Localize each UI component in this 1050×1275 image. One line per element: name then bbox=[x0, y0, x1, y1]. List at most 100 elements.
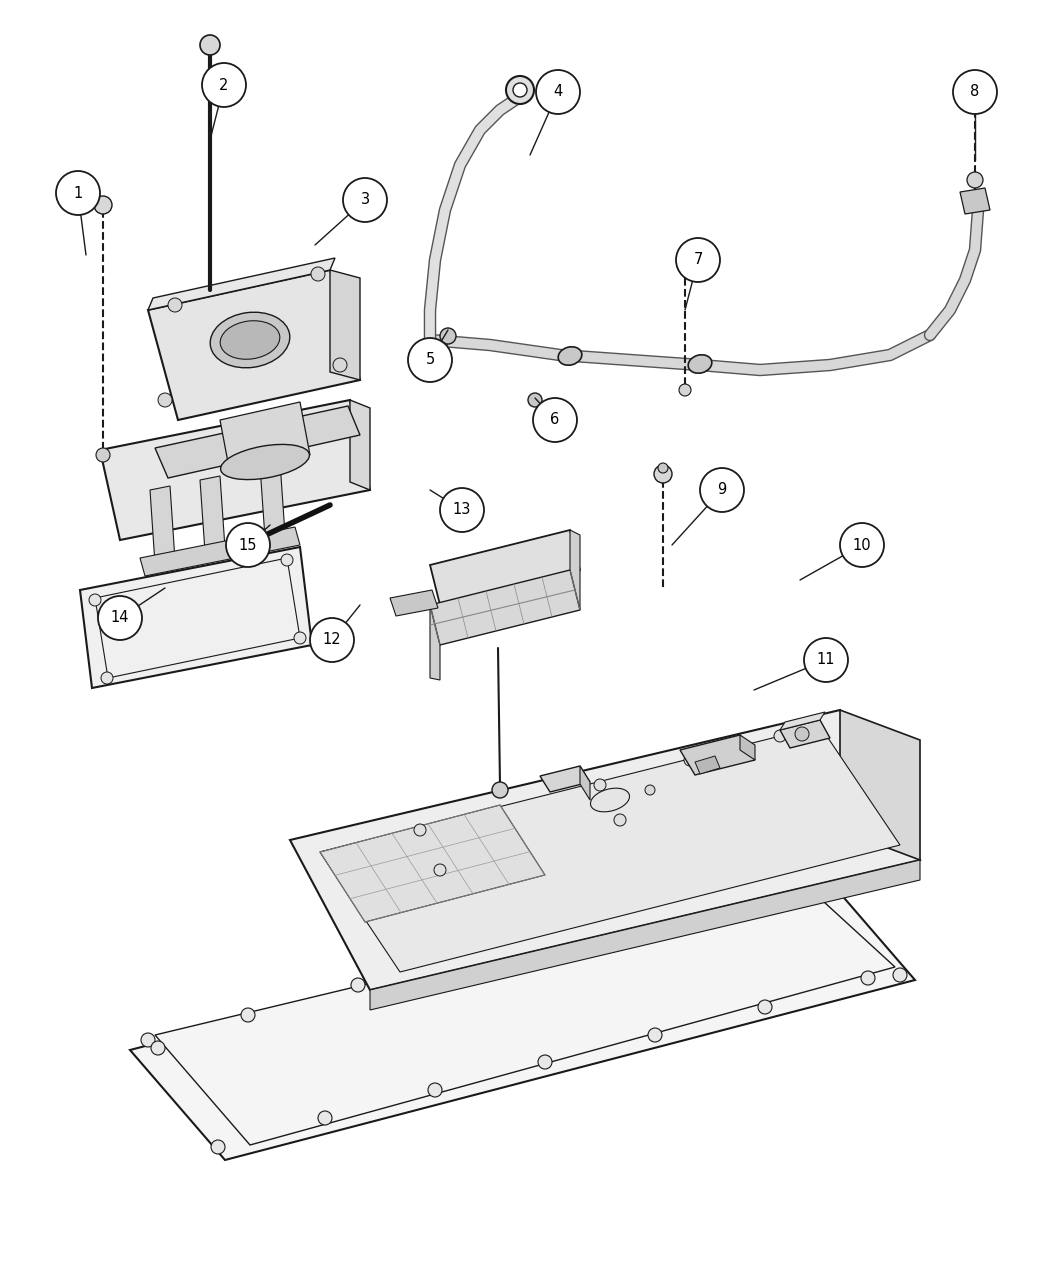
Circle shape bbox=[428, 1082, 442, 1096]
Polygon shape bbox=[540, 766, 590, 792]
Polygon shape bbox=[290, 710, 920, 989]
Circle shape bbox=[658, 463, 668, 473]
Circle shape bbox=[533, 398, 578, 442]
Circle shape bbox=[681, 898, 695, 912]
Circle shape bbox=[840, 523, 884, 567]
Polygon shape bbox=[155, 880, 895, 1145]
Circle shape bbox=[528, 393, 542, 407]
Circle shape bbox=[967, 172, 983, 187]
Circle shape bbox=[151, 1040, 165, 1054]
Circle shape bbox=[242, 1009, 255, 1023]
Circle shape bbox=[294, 632, 306, 644]
Polygon shape bbox=[390, 590, 438, 616]
Circle shape bbox=[89, 594, 101, 606]
Polygon shape bbox=[840, 710, 920, 861]
Polygon shape bbox=[430, 606, 440, 680]
Circle shape bbox=[226, 523, 270, 567]
Circle shape bbox=[571, 924, 585, 938]
Circle shape bbox=[791, 870, 805, 884]
Circle shape bbox=[202, 62, 246, 107]
Circle shape bbox=[648, 1028, 662, 1042]
Circle shape bbox=[56, 171, 100, 215]
Polygon shape bbox=[220, 402, 310, 473]
Text: 7: 7 bbox=[693, 252, 702, 268]
Text: 4: 4 bbox=[553, 84, 563, 99]
Text: 8: 8 bbox=[970, 84, 980, 99]
Circle shape bbox=[861, 972, 875, 986]
Ellipse shape bbox=[220, 445, 310, 479]
Polygon shape bbox=[350, 400, 370, 490]
Text: 11: 11 bbox=[817, 653, 835, 668]
Polygon shape bbox=[148, 270, 360, 419]
Circle shape bbox=[492, 782, 508, 798]
Circle shape bbox=[311, 266, 326, 280]
Circle shape bbox=[141, 1033, 155, 1047]
Text: 13: 13 bbox=[453, 502, 471, 518]
Polygon shape bbox=[570, 530, 580, 609]
Circle shape bbox=[343, 179, 387, 222]
Polygon shape bbox=[370, 861, 920, 1010]
Text: 12: 12 bbox=[322, 632, 341, 648]
Text: 5: 5 bbox=[425, 352, 435, 367]
Circle shape bbox=[774, 731, 786, 742]
Circle shape bbox=[676, 238, 720, 282]
Circle shape bbox=[158, 393, 172, 407]
Circle shape bbox=[440, 328, 456, 344]
Ellipse shape bbox=[210, 312, 290, 367]
Ellipse shape bbox=[220, 321, 280, 360]
Text: 6: 6 bbox=[550, 413, 560, 427]
Circle shape bbox=[281, 555, 293, 566]
Circle shape bbox=[408, 338, 452, 382]
Circle shape bbox=[968, 73, 982, 87]
Circle shape bbox=[434, 864, 446, 876]
Polygon shape bbox=[140, 527, 300, 576]
Circle shape bbox=[684, 754, 696, 766]
Polygon shape bbox=[320, 725, 900, 972]
Polygon shape bbox=[960, 187, 990, 214]
Ellipse shape bbox=[590, 788, 630, 812]
Circle shape bbox=[953, 70, 997, 113]
Circle shape bbox=[318, 1111, 332, 1125]
Text: 2: 2 bbox=[219, 78, 229, 93]
Polygon shape bbox=[94, 558, 300, 678]
Text: 1: 1 bbox=[74, 185, 83, 200]
Text: 14: 14 bbox=[110, 611, 129, 626]
Circle shape bbox=[892, 968, 907, 982]
Polygon shape bbox=[320, 805, 545, 922]
Circle shape bbox=[614, 813, 626, 826]
Polygon shape bbox=[780, 711, 825, 731]
Text: 9: 9 bbox=[717, 482, 727, 497]
Circle shape bbox=[168, 298, 182, 312]
Polygon shape bbox=[330, 270, 360, 380]
Polygon shape bbox=[100, 400, 370, 541]
Circle shape bbox=[211, 1140, 225, 1154]
Polygon shape bbox=[148, 258, 335, 310]
Circle shape bbox=[461, 952, 475, 966]
Circle shape bbox=[804, 638, 848, 682]
Ellipse shape bbox=[559, 347, 582, 365]
Circle shape bbox=[94, 196, 112, 214]
Circle shape bbox=[536, 70, 580, 113]
Polygon shape bbox=[695, 756, 720, 774]
Circle shape bbox=[506, 76, 534, 105]
Circle shape bbox=[795, 727, 808, 741]
Circle shape bbox=[758, 1000, 772, 1014]
Polygon shape bbox=[680, 734, 755, 775]
Polygon shape bbox=[155, 405, 360, 478]
Circle shape bbox=[96, 448, 110, 462]
Polygon shape bbox=[430, 570, 580, 645]
Polygon shape bbox=[150, 486, 175, 564]
Circle shape bbox=[200, 34, 220, 55]
Polygon shape bbox=[130, 870, 915, 1160]
Circle shape bbox=[101, 672, 113, 683]
Circle shape bbox=[513, 83, 527, 97]
Polygon shape bbox=[780, 720, 830, 748]
Polygon shape bbox=[430, 530, 580, 606]
Circle shape bbox=[645, 785, 655, 796]
Text: 3: 3 bbox=[360, 193, 370, 208]
Ellipse shape bbox=[688, 354, 712, 374]
Polygon shape bbox=[740, 734, 755, 760]
Circle shape bbox=[679, 384, 691, 397]
Circle shape bbox=[594, 779, 606, 790]
Text: 10: 10 bbox=[853, 538, 871, 552]
